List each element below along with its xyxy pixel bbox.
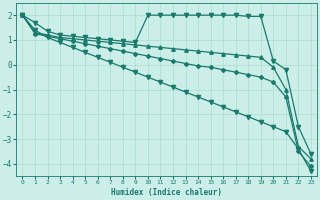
X-axis label: Humidex (Indice chaleur): Humidex (Indice chaleur): [111, 188, 222, 197]
